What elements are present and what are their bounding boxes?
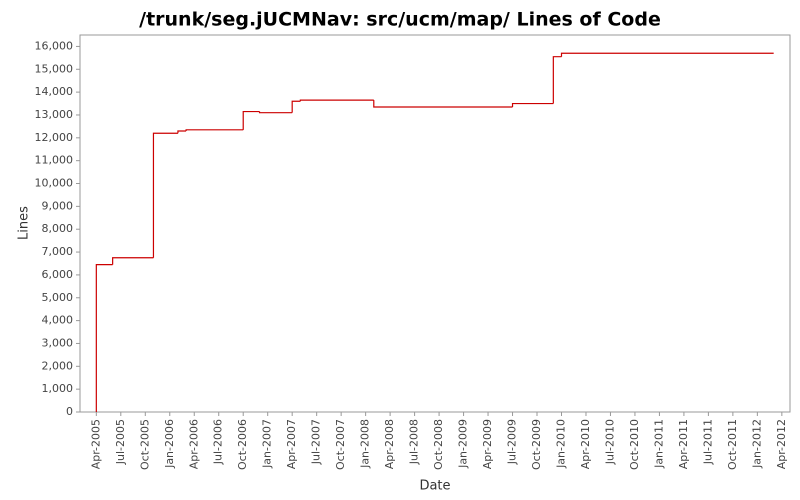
y-tick-label: 13,000 bbox=[35, 108, 74, 121]
x-tick-label: Jan-2009 bbox=[457, 419, 470, 469]
y-tick-label: 6,000 bbox=[42, 268, 74, 281]
x-tick-label: Jan-2007 bbox=[261, 419, 274, 469]
x-tick-label: Oct-2006 bbox=[236, 419, 249, 470]
x-tick-label: Apr-2010 bbox=[579, 419, 592, 469]
x-tick-label: Jan-2012 bbox=[750, 419, 763, 469]
y-tick-label: 1,000 bbox=[42, 382, 74, 395]
y-tick-label: 12,000 bbox=[35, 131, 74, 144]
x-tick-label: Jul-2007 bbox=[310, 419, 323, 465]
y-tick-label: 0 bbox=[66, 405, 73, 418]
step-segment bbox=[373, 100, 513, 108]
y-tick-label: 9,000 bbox=[42, 199, 74, 212]
y-tick-label: 16,000 bbox=[35, 39, 74, 52]
x-tick-label: Oct-2010 bbox=[628, 419, 641, 470]
x-tick-label: Apr-2006 bbox=[187, 419, 200, 469]
x-tick-label: Jul-2008 bbox=[408, 419, 421, 465]
y-tick-label: 8,000 bbox=[42, 222, 74, 235]
x-tick-label: Jul-2011 bbox=[701, 419, 714, 465]
x-tick-label: Jul-2009 bbox=[506, 419, 519, 465]
x-tick-label: Oct-2011 bbox=[726, 419, 739, 470]
step-segment bbox=[560, 52, 774, 57]
y-tick-label: 4,000 bbox=[42, 314, 74, 327]
y-tick-label: 5,000 bbox=[42, 291, 74, 304]
x-tick-label: Apr-2009 bbox=[481, 419, 494, 469]
y-tick-label: 2,000 bbox=[42, 359, 74, 372]
y-axis-title: Lines bbox=[17, 206, 32, 240]
x-tick-label: Oct-2007 bbox=[334, 419, 347, 470]
step-segment bbox=[258, 111, 293, 114]
step-segment bbox=[95, 264, 113, 412]
y-tick-label: 11,000 bbox=[35, 154, 74, 167]
x-tick-label: Oct-2008 bbox=[432, 419, 445, 470]
y-tick-label: 14,000 bbox=[35, 85, 74, 98]
x-tick-label: Jan-2010 bbox=[554, 419, 567, 469]
x-tick-label: Jan-2006 bbox=[163, 419, 176, 469]
y-tick-label: 15,000 bbox=[35, 62, 74, 75]
step-segment bbox=[291, 100, 301, 113]
step-segment bbox=[177, 130, 187, 134]
step-segment bbox=[242, 110, 260, 130]
x-tick-label: Apr-2012 bbox=[775, 419, 788, 469]
x-tick-label: Apr-2005 bbox=[89, 419, 102, 469]
x-tick-label: Apr-2011 bbox=[677, 419, 690, 469]
y-tick-label: 10,000 bbox=[35, 177, 74, 190]
y-tick-label: 3,000 bbox=[42, 336, 74, 349]
x-tick-label: Oct-2009 bbox=[530, 419, 543, 470]
step-segment bbox=[112, 257, 154, 265]
step-segment bbox=[299, 99, 374, 102]
x-tick-label: Apr-2007 bbox=[285, 419, 298, 469]
x-tick-label: Oct-2005 bbox=[138, 419, 151, 470]
x-tick-label: Jul-2005 bbox=[114, 419, 127, 465]
plot-area bbox=[79, 34, 791, 413]
x-tick-label: Jan-2008 bbox=[359, 419, 372, 469]
x-tick-label: Jan-2011 bbox=[652, 419, 665, 469]
step-segment bbox=[152, 132, 178, 258]
x-tick-label: Jul-2010 bbox=[603, 419, 616, 465]
x-tick-label: Jul-2006 bbox=[212, 419, 225, 465]
x-tick-label: Apr-2008 bbox=[383, 419, 396, 469]
step-segment bbox=[552, 56, 562, 104]
y-tick-label: 7,000 bbox=[42, 245, 74, 258]
step-segment bbox=[185, 129, 244, 131]
chart-title: /trunk/seg.jUCMNav: src/ucm/map/ Lines o… bbox=[139, 9, 661, 31]
x-axis-title: Date bbox=[419, 479, 450, 494]
step-segment bbox=[511, 102, 554, 107]
